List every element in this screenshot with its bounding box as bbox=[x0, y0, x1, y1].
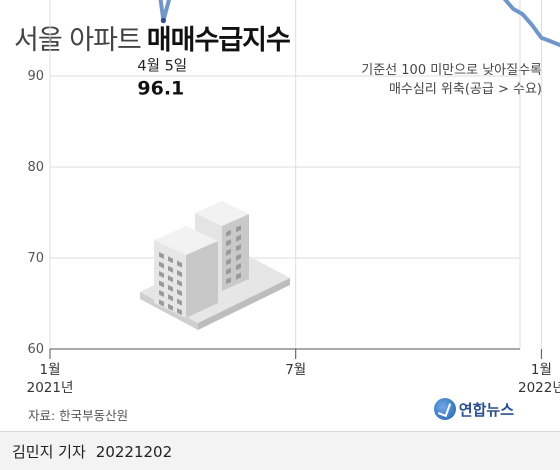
building-window bbox=[226, 277, 231, 285]
credit: 김민지 기자 20221202 bbox=[12, 441, 172, 462]
building-window bbox=[236, 244, 241, 252]
building-window bbox=[236, 263, 241, 271]
title-prefix: 서울 아파트 bbox=[14, 25, 142, 56]
building-window bbox=[236, 272, 241, 280]
grid-layer bbox=[49, 0, 542, 359]
building-window bbox=[177, 260, 182, 268]
building-window bbox=[159, 271, 164, 278]
brand-logo: 연합뉴스 bbox=[433, 398, 514, 420]
y-tick-label: 70 bbox=[27, 251, 44, 266]
building-window bbox=[159, 261, 164, 269]
building-window bbox=[177, 308, 182, 316]
building-window bbox=[159, 252, 164, 259]
building-window bbox=[177, 279, 182, 287]
x-tick-year: 2022년 bbox=[518, 380, 560, 396]
annotation-value: 96.1 bbox=[137, 77, 184, 99]
building-window bbox=[168, 265, 173, 273]
logo-icon bbox=[433, 398, 456, 420]
building-window bbox=[236, 234, 241, 242]
building-window bbox=[159, 280, 164, 288]
x-tick-month: 1월 bbox=[531, 362, 552, 378]
building-window bbox=[226, 258, 231, 266]
building-window bbox=[177, 270, 182, 278]
chart-title: 서울 아파트 매매수급지수 bbox=[14, 18, 291, 57]
building-window bbox=[226, 229, 231, 237]
x-tick-year: 2021년 bbox=[27, 380, 74, 396]
title-main: 매매수급지수 bbox=[146, 25, 291, 56]
building-window bbox=[226, 248, 231, 256]
annotation-date: 4월 5일 bbox=[137, 57, 187, 74]
footer-bar: 김민지 기자 20221202 bbox=[0, 431, 560, 470]
line-chart: 607080901001101월2021년7월1월2022년7월 2021년 2… bbox=[27, 0, 560, 396]
building-window bbox=[168, 284, 173, 292]
source-text: 자료: 한국부동산원 bbox=[28, 408, 129, 423]
building-window bbox=[168, 256, 173, 264]
brand-name: 연합뉴스 bbox=[458, 400, 514, 419]
building-window bbox=[159, 290, 164, 297]
x-tick-month: 7월 bbox=[285, 362, 306, 378]
marker-layer bbox=[160, 17, 166, 24]
baseline-note: 기준선 100 미만으로 낮아질수록 매수심리 위축(공급 > 수요) bbox=[361, 61, 542, 99]
y-tick-label: 90 bbox=[27, 69, 44, 84]
building-window bbox=[168, 303, 173, 311]
building-window bbox=[226, 239, 231, 247]
building-window bbox=[168, 294, 173, 302]
building-window bbox=[177, 298, 182, 306]
building-window bbox=[236, 225, 241, 233]
building-window bbox=[236, 253, 241, 261]
author-name: 김민지 기자 bbox=[12, 443, 86, 461]
building-window bbox=[168, 275, 173, 283]
note-line-2: 매수심리 위축(공급 > 수요) bbox=[388, 82, 542, 97]
apartment-illustration bbox=[140, 201, 290, 330]
building-window bbox=[226, 267, 231, 275]
note-line-1: 기준선 100 미만으로 낮아질수록 bbox=[361, 63, 542, 78]
axis-layer: 607080901001101월2021년7월1월2022년7월 bbox=[27, 69, 560, 396]
building-window bbox=[159, 299, 164, 307]
x-tick-month: 1월 bbox=[39, 362, 60, 378]
series-line bbox=[158, 0, 560, 48]
annotation-marker bbox=[160, 17, 166, 24]
building-window bbox=[177, 289, 182, 297]
y-tick-label: 60 bbox=[27, 342, 44, 357]
y-tick-label: 80 bbox=[27, 160, 44, 175]
publish-date: 20221202 bbox=[95, 443, 173, 461]
